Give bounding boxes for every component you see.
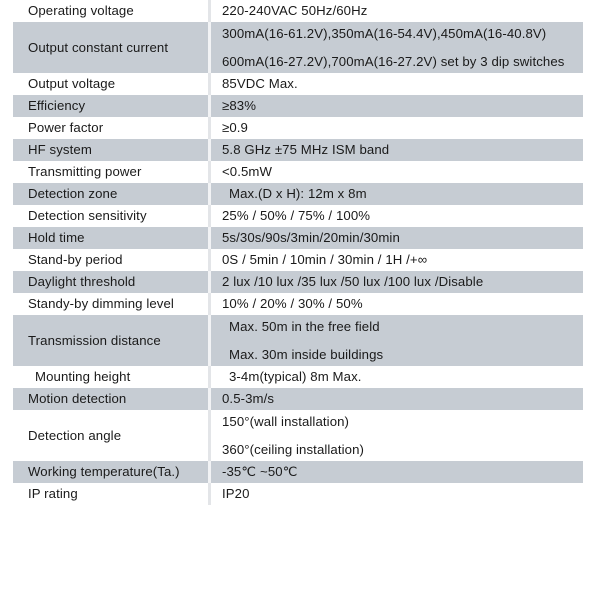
spec-label: Standy-by dimming level — [28, 296, 174, 312]
table-row: Detection angle 150°(wall installation) 36… — [13, 410, 583, 461]
table-row: Standy-by dimming level 10% / 20% / 30% /… — [13, 293, 583, 315]
spec-value-line: 10% / 20% / 30% / 50% — [222, 296, 363, 312]
spec-value-line: IP20 — [222, 486, 250, 502]
column-divider — [208, 461, 211, 483]
table-row: IP rating IP20 — [13, 483, 583, 505]
column-divider — [208, 271, 211, 293]
spec-label: Detection sensitivity — [28, 208, 147, 224]
spec-value-line: ≥83% — [222, 98, 257, 114]
spec-value-line: Max.(D x H): 12m x 8m — [229, 186, 367, 202]
spec-value-line: 2 lux /10 lux /35 lux /50 lux /100 lux /… — [222, 274, 484, 290]
table-row: Mounting height 3-4m(typical) 8m Max. — [13, 366, 583, 388]
spec-value-line: 0S / 5min / 10min / 30min / 1H /+∞ — [222, 252, 428, 268]
spec-value: 5.8 GHz ±75 MHz ISM band — [211, 139, 583, 161]
spec-label: Hold time — [28, 230, 85, 246]
table-row: Transmission distance Max. 50m in the fre… — [13, 315, 583, 366]
spec-value: -35℃ ~50℃ — [211, 461, 583, 483]
spec-value-line: ≥0.9 — [222, 120, 248, 136]
table-row: Operating voltage 220-240VAC 50Hz/60Hz — [13, 0, 583, 22]
spec-label: Daylight threshold — [28, 274, 136, 290]
spec-value: ≥83% — [211, 95, 583, 117]
spec-value: Max.(D x H): 12m x 8m — [211, 183, 583, 205]
spec-label: Output constant current — [28, 39, 169, 55]
spec-label: Detection zone — [28, 186, 118, 202]
spec-value: 5s/30s/90s/3min/20min/30min — [211, 227, 583, 249]
spec-value-line: 85VDC Max. — [222, 76, 298, 92]
column-divider — [208, 205, 211, 227]
table-row: Output voltage 85VDC Max. — [13, 73, 583, 95]
spec-value-line: 5.8 GHz ±75 MHz ISM band — [222, 142, 390, 158]
spec-value: 150°(wall installation) 360°(ceiling inst… — [211, 410, 583, 461]
spec-label: Motion detection — [28, 391, 127, 407]
spec-value-line: 600mA(16-27.2V),700mA(16-27.2V) set by 3… — [222, 54, 565, 69]
table-row: Working temperature(Ta.) -35℃ ~50℃ — [13, 461, 583, 483]
spec-value-line: 25% / 50% / 75% / 100% — [222, 208, 371, 224]
spec-value-line: 220-240VAC 50Hz/60Hz — [222, 3, 368, 19]
table-row: Daylight threshold 2 lux /10 lux /35 lux … — [13, 271, 583, 293]
table-row: Transmitting power <0.5mW — [13, 161, 583, 183]
spec-label: Detection angle — [28, 427, 122, 443]
spec-value-line: 150°(wall installation) — [222, 413, 350, 429]
spec-label: HF system — [28, 142, 92, 158]
spec-value-line: 300mA(16-61.2V),350mA(16-54.4V),450mA(16… — [222, 25, 547, 41]
column-divider — [208, 410, 211, 461]
column-divider — [208, 293, 211, 315]
table-row: Stand-by period 0S / 5min / 10min / 30min… — [13, 249, 583, 271]
spec-value: 25% / 50% / 75% / 100% — [211, 205, 583, 227]
spec-value: 2 lux /10 lux /35 lux /50 lux /100 lux /… — [211, 271, 583, 293]
table-row: Detection sensitivity 25% / 50% / 75% / 1… — [13, 205, 583, 227]
spec-value-line: <0.5mW — [222, 164, 273, 180]
column-divider — [208, 388, 211, 410]
column-divider — [208, 95, 211, 117]
column-divider — [208, 227, 211, 249]
column-divider — [208, 139, 211, 161]
column-divider — [208, 483, 211, 505]
spec-value-line: Max. 30m inside buildings — [229, 347, 384, 362]
spec-label: Working temperature(Ta.) — [28, 464, 180, 480]
spec-value: 0.5-3m/s — [211, 388, 583, 410]
table-row: Hold time 5s/30s/90s/3min/20min/30min — [13, 227, 583, 249]
column-divider — [208, 183, 211, 205]
spec-label: IP rating — [28, 486, 78, 502]
column-divider — [208, 366, 211, 388]
table-row: Detection zone Max.(D x H): 12m x 8m — [13, 183, 583, 205]
spec-value: 300mA(16-61.2V),350mA(16-54.4V),450mA(16… — [211, 22, 583, 73]
column-divider — [208, 161, 211, 183]
spec-label: Output voltage — [28, 76, 116, 92]
table-row: Efficiency ≥83% — [13, 95, 583, 117]
spec-label: Stand-by period — [28, 252, 123, 268]
column-divider — [208, 249, 211, 271]
spec-value: 0S / 5min / 10min / 30min / 1H /+∞ — [211, 249, 583, 271]
spec-value: 85VDC Max. — [211, 73, 583, 95]
spec-value: IP20 — [211, 483, 583, 505]
column-divider — [208, 22, 211, 73]
spec-value-line: 5s/30s/90s/3min/20min/30min — [222, 230, 400, 246]
table-row: HF system 5.8 GHz ±75 MHz ISM band — [13, 139, 583, 161]
spec-value: 10% / 20% / 30% / 50% — [211, 293, 583, 315]
spec-label: Efficiency — [28, 98, 86, 114]
table-row: Motion detection 0.5-3m/s — [13, 388, 583, 410]
spec-value-line: 360°(ceiling installation) — [222, 442, 365, 457]
spec-value: ≥0.9 — [211, 117, 583, 139]
spec-label: Operating voltage — [28, 3, 134, 19]
column-divider — [208, 0, 211, 22]
spec-value: Max. 50m in the free field Max. 30m insid… — [211, 315, 583, 366]
spec-value: 220-240VAC 50Hz/60Hz — [211, 0, 583, 22]
spec-label: Transmitting power — [28, 164, 142, 180]
table-row: Power factor ≥0.9 — [13, 117, 583, 139]
column-divider — [208, 117, 211, 139]
spec-label: Power factor — [28, 120, 104, 136]
spec-value-line: 0.5-3m/s — [222, 391, 275, 407]
spec-value-line: Max. 50m in the free field — [229, 318, 380, 334]
spec-value-line: -35℃ ~50℃ — [222, 464, 298, 480]
spec-value: <0.5mW — [211, 161, 583, 183]
spec-label: Transmission distance — [28, 332, 161, 348]
column-divider — [208, 315, 211, 366]
column-divider — [208, 73, 211, 95]
spec-value: 3-4m(typical) 8m Max. — [211, 366, 583, 388]
spec-value-line: 3-4m(typical) 8m Max. — [229, 369, 362, 385]
spec-label: Mounting height — [35, 369, 131, 385]
table-row: Output constant current 300mA(16-61.2V),3… — [13, 22, 583, 73]
